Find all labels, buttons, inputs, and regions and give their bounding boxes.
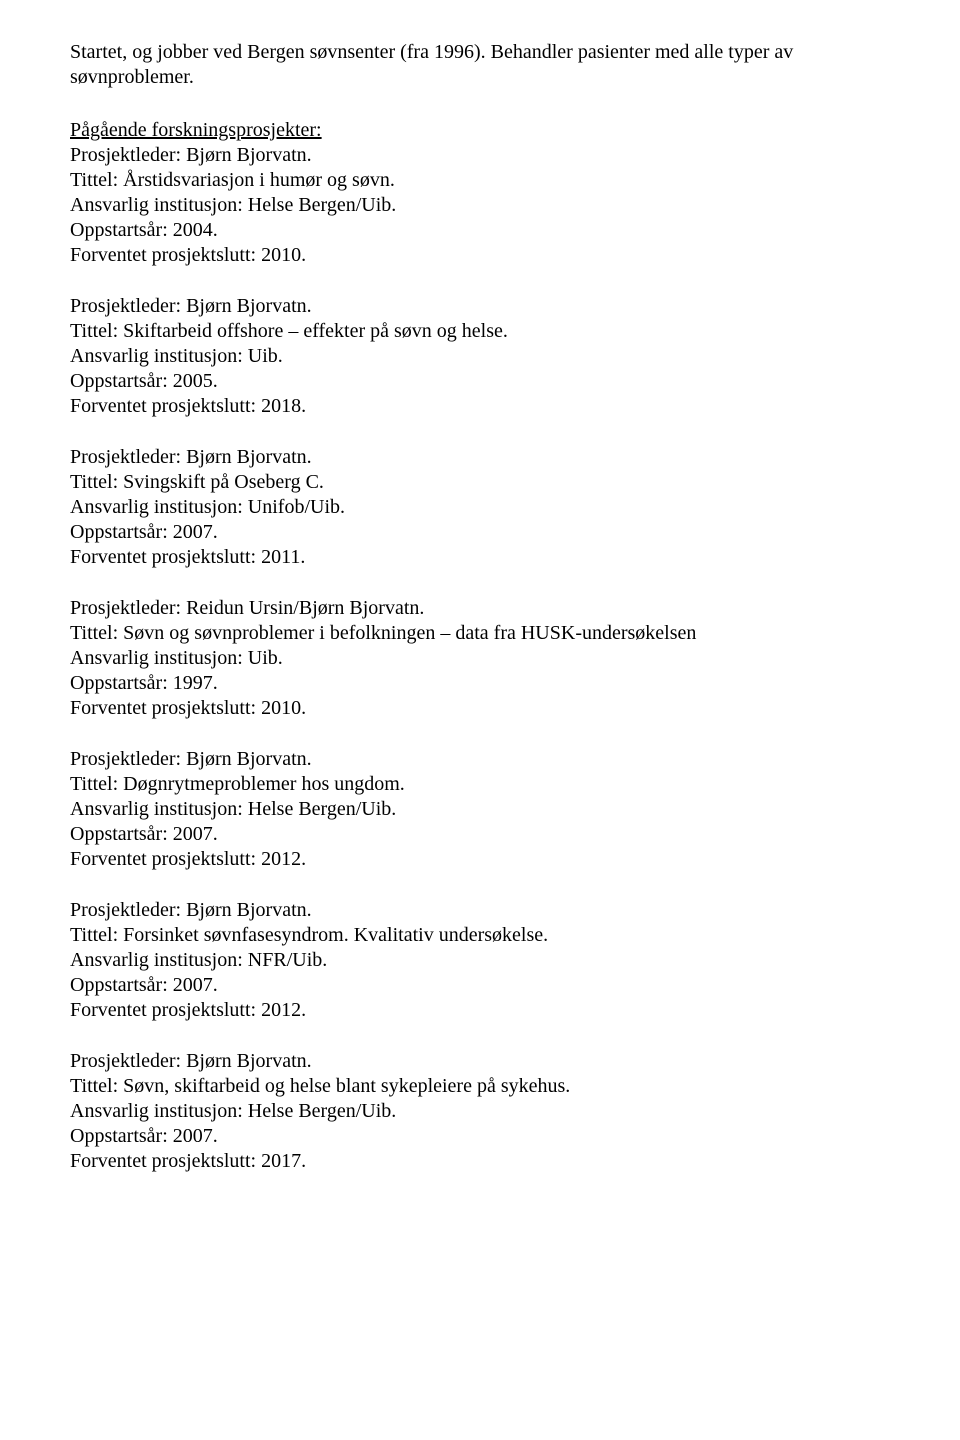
project-block: Prosjektleder: Bjørn Bjorvatn. Tittel: S… (70, 445, 890, 570)
project-title: Tittel: Døgnrytmeproblemer hos ungdom. (70, 772, 890, 797)
project-title: Tittel: Svingskift på Oseberg C. (70, 470, 890, 495)
project-start: Oppstartsår: 2005. (70, 369, 890, 394)
project-title: Tittel: Årstidsvariasjon i humør og søvn… (70, 168, 890, 193)
project-title: Tittel: Skiftarbeid offshore – effekter … (70, 319, 890, 344)
project-end: Forventet prosjektslutt: 2017. (70, 1149, 890, 1174)
project-leader: Prosjektleder: Bjørn Bjorvatn. (70, 747, 890, 772)
project-start: Oppstartsår: 2007. (70, 973, 890, 998)
project-title: Tittel: Søvn, skiftarbeid og helse blant… (70, 1074, 890, 1099)
project-end: Forventet prosjektslutt: 2011. (70, 545, 890, 570)
project-institution: Ansvarlig institusjon: Helse Bergen/Uib. (70, 193, 890, 218)
project-end: Forventet prosjektslutt: 2010. (70, 696, 890, 721)
project-start: Oppstartsår: 2007. (70, 520, 890, 545)
project-leader: Prosjektleder: Bjørn Bjorvatn. (70, 1049, 890, 1074)
project-institution: Ansvarlig institusjon: Unifob/Uib. (70, 495, 890, 520)
project-end: Forventet prosjektslutt: 2012. (70, 998, 890, 1023)
project-end: Forventet prosjektslutt: 2010. (70, 243, 890, 268)
project-institution: Ansvarlig institusjon: Helse Bergen/Uib. (70, 1099, 890, 1124)
project-block: Prosjektleder: Reidun Ursin/Bjørn Bjorva… (70, 596, 890, 721)
intro-paragraph: Startet, og jobber ved Bergen søvnsenter… (70, 40, 890, 90)
project-institution: Ansvarlig institusjon: Helse Bergen/Uib. (70, 797, 890, 822)
project-block: Prosjektleder: Bjørn Bjorvatn. Tittel: S… (70, 294, 890, 419)
project-start: Oppstartsår: 1997. (70, 671, 890, 696)
project-start: Oppstartsår: 2004. (70, 218, 890, 243)
project-institution: Ansvarlig institusjon: Uib. (70, 646, 890, 671)
project-start: Oppstartsår: 2007. (70, 822, 890, 847)
project-block: Prosjektleder: Bjørn Bjorvatn. Tittel: D… (70, 747, 890, 872)
project-end: Forventet prosjektslutt: 2012. (70, 847, 890, 872)
project-leader: Prosjektleder: Bjørn Bjorvatn. (70, 294, 890, 319)
project-block: Prosjektleder: Bjørn Bjorvatn. Tittel: S… (70, 1049, 890, 1174)
project-leader: Prosjektleder: Bjørn Bjorvatn. (70, 898, 890, 923)
project-leader: Prosjektleder: Reidun Ursin/Bjørn Bjorva… (70, 596, 890, 621)
section-heading: Pågående forskningsprosjekter: (70, 118, 890, 143)
project-block: Prosjektleder: Bjørn Bjorvatn. Tittel: Å… (70, 143, 890, 268)
project-institution: Ansvarlig institusjon: Uib. (70, 344, 890, 369)
project-leader: Prosjektleder: Bjørn Bjorvatn. (70, 143, 890, 168)
project-title: Tittel: Forsinket søvnfasesyndrom. Kvali… (70, 923, 890, 948)
project-block: Prosjektleder: Bjørn Bjorvatn. Tittel: F… (70, 898, 890, 1023)
project-end: Forventet prosjektslutt: 2018. (70, 394, 890, 419)
project-leader: Prosjektleder: Bjørn Bjorvatn. (70, 445, 890, 470)
project-institution: Ansvarlig institusjon: NFR/Uib. (70, 948, 890, 973)
project-start: Oppstartsår: 2007. (70, 1124, 890, 1149)
document-page: Startet, og jobber ved Bergen søvnsenter… (0, 0, 960, 1240)
project-title: Tittel: Søvn og søvnproblemer i befolkni… (70, 621, 890, 646)
